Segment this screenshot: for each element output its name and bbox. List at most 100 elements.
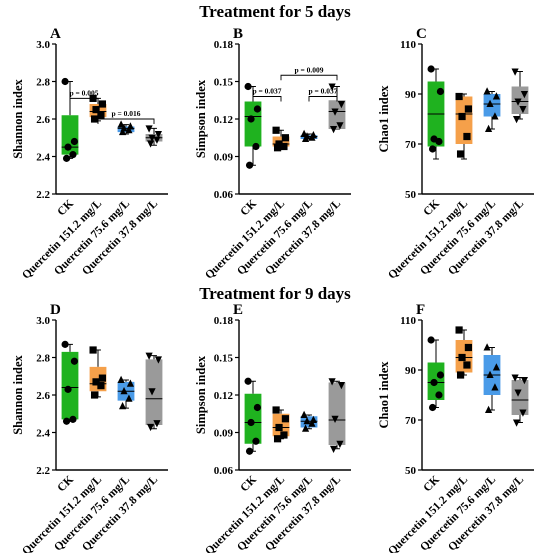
- y-tick-label: 0.12: [214, 114, 234, 126]
- data-point: [464, 105, 473, 113]
- y-tick-label: 2.2: [36, 189, 50, 201]
- data-point: [97, 111, 105, 119]
- data-point: [520, 91, 529, 99]
- data-point: [435, 391, 443, 399]
- data-point: [275, 423, 283, 432]
- data-point: [247, 115, 255, 123]
- y-axis-label: Shannon index: [11, 78, 25, 158]
- data-point: [484, 405, 493, 413]
- data-point: [430, 378, 438, 387]
- box-group: [455, 93, 473, 160]
- data-point: [491, 112, 499, 120]
- y-axis-label: Chao1 index: [377, 361, 391, 429]
- box-group: [483, 347, 501, 411]
- data-point: [456, 150, 465, 158]
- data-point: [118, 402, 127, 410]
- x-tick-label: CK: [421, 198, 442, 219]
- data-point: [69, 151, 77, 159]
- box-group: [511, 377, 529, 423]
- y-tick-label: 0.15: [214, 77, 234, 89]
- data-point: [145, 125, 153, 133]
- y-tick-label: 2.4: [36, 428, 50, 440]
- data-point: [146, 423, 155, 432]
- data-point: [331, 108, 339, 116]
- box-group: [328, 380, 346, 450]
- box-group: [145, 355, 163, 430]
- data-point: [486, 99, 494, 107]
- data-point: [427, 65, 435, 73]
- data-point: [244, 377, 252, 385]
- data-point: [464, 343, 473, 352]
- data-point: [328, 378, 336, 386]
- panel-letter-f: F: [416, 302, 425, 318]
- y-tick-label: 90: [405, 89, 417, 101]
- data-point: [117, 120, 125, 128]
- data-point: [308, 419, 316, 427]
- significance-bracket: [97, 118, 155, 124]
- y-tick-label: 70: [405, 415, 417, 427]
- significance-bracket: [252, 96, 282, 102]
- y-axis-label: Shannon index: [11, 354, 25, 434]
- y-tick-label: 110: [400, 39, 416, 51]
- significance-label: p = 0.037: [308, 87, 337, 96]
- box-group: [61, 343, 79, 422]
- data-point: [273, 435, 282, 443]
- significance-bracket: [69, 97, 99, 104]
- data-point: [118, 127, 127, 136]
- data-point: [483, 87, 491, 95]
- y-tick-label: 0.09: [214, 152, 234, 164]
- significance-label: p = 0.005: [69, 88, 98, 97]
- data-point: [148, 134, 156, 142]
- data-point: [92, 106, 100, 114]
- data-point: [435, 137, 443, 146]
- y-tick-label: 0.06: [214, 465, 234, 477]
- data-point: [484, 124, 493, 132]
- data-point: [455, 92, 463, 101]
- data-point: [456, 371, 465, 379]
- significance-label: p = 0.037: [252, 87, 281, 96]
- data-point: [245, 161, 254, 169]
- box-rect: [145, 359, 163, 425]
- data-point: [64, 385, 72, 393]
- y-tick-label: 90: [405, 365, 417, 377]
- data-point: [511, 374, 519, 382]
- data-point: [337, 101, 346, 109]
- data-point: [280, 431, 288, 439]
- x-tick-label: CK: [55, 198, 76, 219]
- section-title-5-days: Treatment for 5 days: [199, 2, 351, 21]
- data-point: [62, 417, 71, 425]
- data-point: [148, 388, 156, 396]
- data-point: [117, 375, 125, 383]
- data-point: [70, 137, 79, 146]
- y-tick-label: 3.0: [36, 315, 50, 327]
- data-point: [253, 105, 262, 113]
- x-tick-label: CK: [238, 198, 259, 219]
- panel-letter-c: C: [416, 26, 427, 42]
- data-point: [275, 140, 283, 148]
- data-point: [463, 361, 471, 369]
- data-point: [512, 116, 521, 124]
- box-group: [89, 349, 107, 398]
- data-point: [336, 122, 344, 130]
- box-rect: [244, 393, 262, 444]
- data-point: [252, 437, 260, 445]
- data-point: [492, 363, 501, 371]
- y-tick-label: 0.06: [214, 189, 234, 201]
- y-tick-label: 3.0: [36, 39, 50, 51]
- data-point: [98, 100, 107, 108]
- significance-bracket: [280, 74, 338, 81]
- y-tick-label: 2.6: [36, 114, 50, 126]
- x-tick-label: CK: [55, 474, 76, 495]
- x-tick-label: CK: [421, 474, 442, 495]
- data-point: [512, 419, 521, 427]
- data-point: [90, 115, 99, 123]
- data-point: [245, 447, 254, 455]
- data-point: [491, 383, 499, 391]
- data-point: [280, 142, 288, 151]
- data-point: [90, 391, 99, 399]
- data-point: [492, 92, 501, 100]
- data-point: [519, 106, 527, 114]
